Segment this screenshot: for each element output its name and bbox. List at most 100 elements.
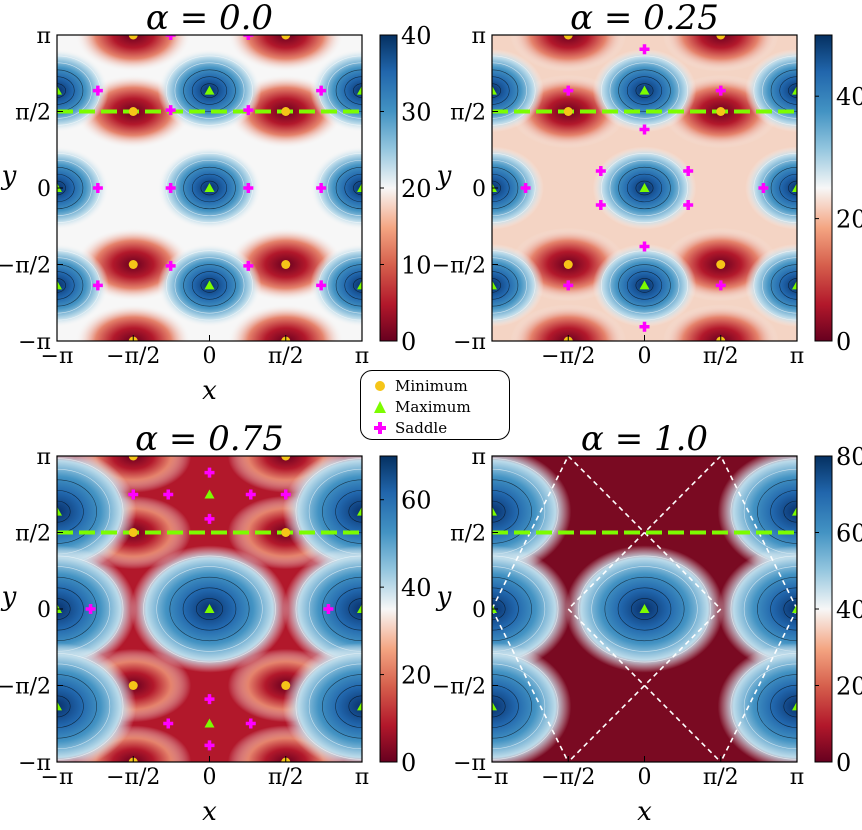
saddle-marker (639, 241, 650, 252)
panel-title: α = 0.25 (570, 0, 719, 38)
x-tick-label: π (355, 765, 369, 790)
contour-line (57, 166, 84, 210)
contour-line (492, 468, 546, 555)
contour-line (195, 598, 224, 620)
x-axis-label: x (202, 376, 217, 406)
contour-line (200, 180, 219, 196)
x-axis-label: x (202, 797, 217, 827)
y-tick-label: −π/2 (432, 254, 486, 279)
contour-line (335, 490, 362, 534)
x-tick-label: −π (41, 765, 74, 790)
contour-line (57, 479, 97, 544)
contour-line (169, 576, 250, 642)
contour-line (635, 180, 654, 196)
contour-line (344, 173, 362, 203)
minimum-marker (716, 260, 726, 270)
contour-line (174, 257, 245, 314)
saddle-marker (92, 183, 103, 193)
legend-item-maximum: Maximum (373, 397, 471, 417)
saddle-marker (639, 321, 650, 332)
contour-line (600, 153, 689, 223)
contour-line (191, 76, 228, 105)
contour-line (174, 62, 245, 119)
maximum-marker (357, 506, 362, 516)
contour-line (730, 653, 797, 760)
contour-line (604, 576, 685, 642)
colorbar-tick-label: 60 (836, 520, 862, 548)
y-tick-label: −π (18, 751, 51, 776)
x-tick-label: −π/2 (106, 344, 160, 369)
saddle-marker (243, 260, 254, 271)
maximum-marker (357, 280, 362, 290)
saddle-marker (163, 489, 174, 500)
contour-line (617, 587, 672, 631)
saddle-marker (243, 105, 254, 116)
contour-line (57, 500, 71, 523)
maximum-marker (57, 506, 62, 516)
contour-line (200, 83, 219, 98)
contour-line (322, 674, 362, 739)
contour-line (630, 598, 659, 620)
maximum-marker (639, 85, 650, 95)
x-tick-label: −π/2 (106, 765, 160, 790)
y-axis-label: y (436, 161, 452, 191)
contour-line (57, 76, 75, 105)
contour-line (770, 166, 797, 210)
minimum-well (227, 35, 344, 72)
contour-line (335, 264, 362, 307)
maximum-marker (792, 604, 797, 613)
contour-line (57, 663, 111, 750)
contour-line (353, 83, 362, 98)
colorbar-tick-label: 40 (401, 22, 432, 50)
contour-line (635, 278, 654, 293)
contour-line (57, 257, 92, 314)
contour-line (57, 83, 66, 98)
contour-line (492, 250, 536, 321)
saddle-marker (92, 280, 103, 291)
contour-line (618, 264, 671, 307)
saddle-marker (639, 44, 650, 55)
contour-line (156, 566, 263, 652)
minimum-well (75, 304, 192, 341)
contour-line (492, 153, 536, 223)
contour-line (591, 566, 698, 652)
maximum-marker (639, 183, 650, 192)
saddle-marker (520, 183, 531, 193)
x-tick-label: π (790, 765, 804, 790)
x-tick-label: π (355, 344, 369, 369)
saddle-marker (165, 260, 176, 271)
saddle-marker (563, 85, 574, 96)
y-tick-label: π (37, 24, 51, 49)
contour-line (57, 180, 66, 196)
y-tick-label: π (472, 445, 486, 470)
y-tick-label: 0 (472, 177, 486, 202)
minimum-marker (128, 456, 138, 461)
saddle-marker (128, 489, 139, 500)
saddle-marker (163, 718, 174, 729)
contour-line (57, 173, 75, 203)
minimum-marker (563, 35, 573, 40)
saddle-marker (245, 489, 256, 500)
contour-line (609, 62, 680, 119)
y-tick-label: −π/2 (0, 675, 51, 700)
colorbar-tick-label: 10 (401, 252, 432, 280)
contour-line (753, 153, 797, 223)
contour-line (191, 271, 228, 300)
minimum-well (662, 35, 779, 72)
contour-line (743, 566, 797, 652)
heatmap-field (492, 35, 797, 341)
maximum-marker (639, 604, 650, 613)
x-axis-label: x (637, 797, 652, 827)
contour-line (743, 468, 797, 555)
minimum-marker (128, 260, 138, 270)
contour-line (635, 83, 654, 98)
saddle-marker (165, 35, 176, 40)
contour-line (788, 83, 797, 98)
contour-line (578, 555, 711, 663)
minimum-marker (281, 106, 291, 116)
contour-line (57, 271, 75, 300)
colorbar-tick-label: 20 (836, 206, 862, 234)
contour-line (57, 576, 97, 642)
